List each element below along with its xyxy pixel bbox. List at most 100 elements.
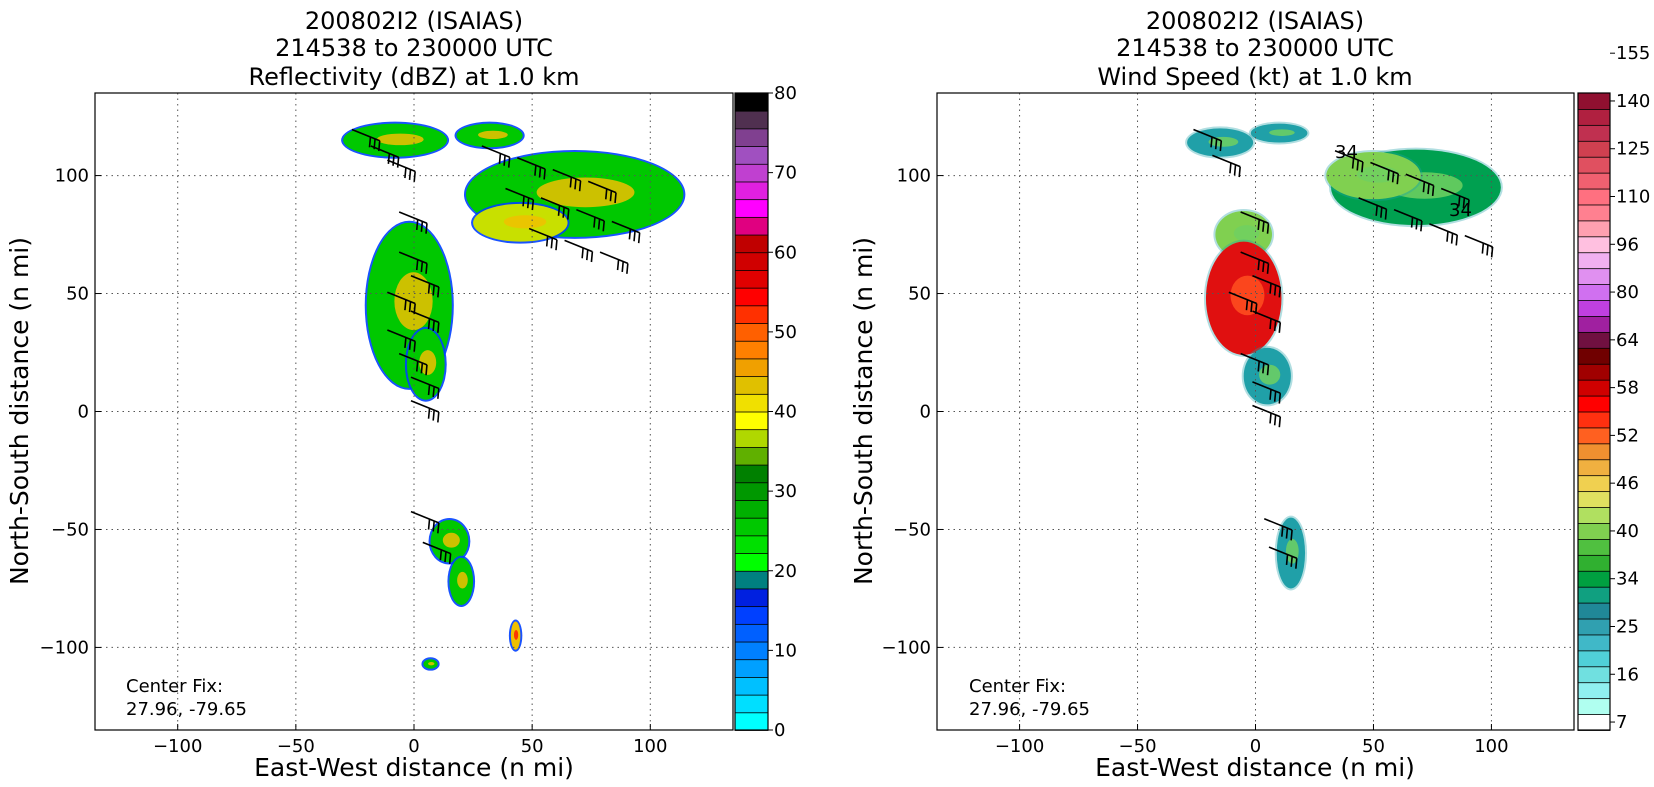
y-tick-label: −50: [893, 519, 931, 540]
colorbar-segment: [1577, 108, 1611, 126]
wind-barb: [1252, 310, 1282, 333]
wind-barb: [576, 208, 605, 232]
colorbar-tick-label: 70: [774, 163, 797, 184]
echo-core: [513, 629, 519, 640]
colorbar-segment: [1577, 522, 1611, 540]
wind-barb: [528, 227, 558, 251]
colorbar-tick-label: 25: [1616, 616, 1639, 637]
wind-barb: [564, 239, 594, 263]
echo-core: [1259, 364, 1281, 385]
wind-barb: [540, 197, 570, 220]
colorbar-tick-label: 40: [1616, 521, 1639, 542]
colorbar-segment: [1577, 634, 1611, 652]
colorbar-segment: [734, 588, 769, 608]
colorbar-segment: [1577, 188, 1611, 206]
y-tick-label: 100: [55, 166, 89, 187]
x-tick-label: 100: [633, 736, 667, 757]
wind-barb: [398, 211, 428, 234]
panel-title-line1: 200802I2 (ISAIAS): [1146, 7, 1364, 35]
wind-barb: [599, 251, 629, 274]
colorbar-tick-label: 80: [774, 83, 797, 104]
colorbar-tick-label: 10: [774, 640, 797, 661]
colorbar-segment: [734, 499, 769, 519]
wind-barb: [422, 541, 452, 565]
colorbar-tick-label: 125: [1616, 139, 1650, 160]
colorbar-tick-label: 80: [1616, 282, 1639, 303]
colorbar-tick-label: 34: [1616, 569, 1639, 590]
y-tick-label: 0: [78, 402, 89, 423]
wind-barb: [1393, 208, 1423, 232]
colorbar-segment: [734, 481, 769, 501]
panel-title-line1: 200802I2 (ISAIAS): [305, 7, 523, 35]
colorbar-segment: [734, 676, 769, 696]
colorbar-segment: [1577, 331, 1611, 349]
colorbar-segment: [734, 464, 769, 484]
center-fix-label: Center Fix:: [126, 676, 223, 697]
colorbar-tick-label: 110: [1616, 187, 1650, 208]
colorbar-segment: [734, 694, 769, 714]
colorbar-tick-label: 140: [1616, 91, 1650, 112]
colorbar-tick-label: 40: [774, 402, 797, 423]
colorbar-segment: [734, 163, 769, 183]
colorbar-segment: [734, 322, 769, 342]
y-tick-label: 100: [897, 166, 931, 187]
wind-barbs: [1193, 128, 1494, 569]
colorbar-segment: [1577, 379, 1611, 397]
x-axis-label: East-West distance (n mi): [254, 753, 574, 782]
panel-title-line2: 214538 to 230000 UTC: [1116, 34, 1394, 62]
contour-label: 34: [1335, 142, 1358, 163]
wind-barb: [552, 168, 582, 192]
center-fix-label: Center Fix:: [969, 676, 1066, 697]
colorbar-segment: [734, 181, 769, 201]
colorbar-segment: [1577, 697, 1611, 715]
colorbar-segment: [734, 641, 769, 661]
colorbar-segment: [1577, 474, 1611, 493]
colorbar-segment: [1577, 395, 1611, 413]
wind-barb: [517, 157, 546, 180]
wind-barb: [1252, 404, 1282, 428]
colorbar-segment: [734, 358, 769, 378]
colorbar-tick-label: 52: [1616, 425, 1639, 446]
y-axis-label: North-South distance (n mi): [5, 237, 34, 585]
colorbar-segment: [1577, 363, 1611, 381]
wind-barb: [1252, 275, 1282, 298]
colorbar-segment: [734, 216, 769, 236]
wind-barb: [370, 145, 400, 168]
colorbar-segment: [1577, 681, 1611, 700]
wind-barb: [410, 510, 440, 534]
colorbar-segment: [734, 534, 769, 554]
x-axis-label: East-West distance (n mi): [1095, 753, 1415, 782]
wind-barb: [1240, 211, 1270, 234]
wind-barbs: [351, 128, 641, 565]
colorbar-segment: [1577, 570, 1611, 588]
colorbar-segment: [734, 287, 769, 307]
contour-label: 34: [1449, 200, 1472, 221]
reflectivity-field: [341, 121, 686, 671]
colorbar-segment: [734, 269, 769, 289]
colorbar-segment: [1577, 124, 1611, 142]
colorbar-tick-label: 64: [1616, 330, 1639, 351]
colorbar-segment: [734, 623, 769, 643]
echo-core: [1269, 129, 1295, 136]
colorbar-tick-label: 60: [774, 242, 797, 263]
wind-barb: [410, 400, 440, 423]
wind-barb: [611, 220, 641, 244]
x-tick-label: 100: [1474, 736, 1508, 757]
wind-barb: [1212, 154, 1241, 178]
colorbar-segment: [1577, 490, 1611, 508]
wind-barb: [1252, 381, 1282, 404]
wind-barb: [387, 329, 416, 352]
echo-core: [503, 215, 547, 229]
echo-core: [457, 571, 468, 589]
colorbar-segment: [1577, 235, 1611, 254]
center-fix-value: 27.96, -79.65: [126, 699, 247, 720]
wind-barb: [1193, 128, 1223, 152]
wind-barb: [587, 180, 617, 204]
x-tick-label: −100: [995, 736, 1044, 757]
wind-speed-panel: 200802I2 (ISAIAS) 214538 to 230000 UTC W…: [849, 7, 1650, 782]
colorbar-segment: [734, 375, 769, 395]
wind-barb: [387, 291, 416, 314]
colorbar-segment: [1577, 267, 1611, 285]
panel-title-line2: 214538 to 230000 UTC: [275, 34, 553, 62]
